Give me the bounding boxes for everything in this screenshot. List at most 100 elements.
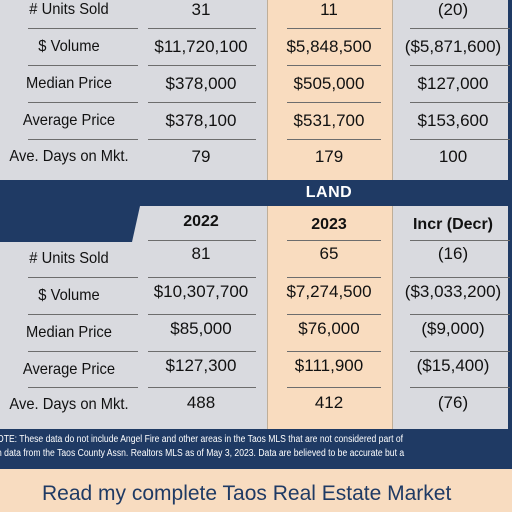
value-2022: $378,000 [165, 74, 237, 93]
row-divider [28, 139, 138, 140]
value-2023: $5,848,500 [286, 37, 372, 56]
value-2023: $505,000 [293, 74, 365, 93]
row-divider [287, 240, 381, 241]
value-2022: 79 [191, 147, 211, 166]
row-label: # Units Sold [29, 250, 109, 267]
row-divider [287, 314, 381, 315]
row-divider [410, 351, 510, 352]
row-divider [148, 351, 256, 352]
row-divider [28, 277, 138, 278]
table-row: Median Price $85,000 $76,000 ($9,000) [0, 315, 512, 351]
row-divider [148, 240, 256, 241]
table-row: # Units Sold 31 11 (20) [0, 0, 512, 28]
land-header-row: 2022 2023 Incr (Decr) [0, 204, 512, 240]
row-divider [410, 65, 510, 66]
header-tab-shape [0, 206, 140, 242]
row-divider [410, 387, 510, 388]
value-2023: $111,900 [294, 356, 364, 375]
footer-banner: Read my complete Taos Real Estate Market [0, 469, 512, 512]
column-header-change: Incr (Decr) [412, 216, 494, 233]
value-2022: $10,307,700 [153, 282, 249, 301]
value-2022: 31 [191, 0, 211, 19]
value-change: ($9,000) [421, 319, 485, 338]
value-change: (20) [437, 0, 469, 19]
value-2023: 412 [314, 393, 344, 412]
disclaimer-note: OTE: These data do not include Angel Fir… [0, 429, 512, 469]
row-label: Ave. Days on Mkt. [9, 148, 129, 165]
row-label: $ Volume [38, 287, 100, 304]
value-2022: $127,300 [165, 356, 237, 375]
value-2022: $11,720,100 [154, 37, 248, 56]
row-divider [28, 387, 138, 388]
row-divider [410, 277, 510, 278]
row-divider [28, 28, 138, 29]
value-2023: $531,700 [293, 111, 365, 130]
row-divider [410, 314, 510, 315]
table-row: Ave. Days on Mkt. 79 179 100 [0, 139, 512, 175]
value-2022: $378,100 [165, 111, 237, 130]
note-line-1: OTE: These data do not include Angel Fir… [0, 434, 404, 445]
value-2022: 488 [186, 393, 216, 412]
row-divider [287, 102, 381, 103]
row-divider [410, 28, 510, 29]
row-divider [410, 240, 510, 241]
row-label: Average Price [22, 112, 116, 129]
value-change: (16) [437, 244, 469, 263]
value-change: $153,600 [417, 111, 489, 130]
table-row: Ave. Days on Mkt. 488 412 (76) [0, 387, 512, 423]
land-section-band: LAND [0, 180, 512, 206]
right-edge-rail [508, 206, 512, 429]
value-2023: $76,000 [298, 319, 360, 338]
value-change: $127,000 [417, 74, 489, 93]
value-change: ($15,400) [416, 356, 490, 375]
row-divider [148, 314, 256, 315]
row-label: # Units Sold [29, 1, 109, 18]
row-divider [148, 28, 256, 29]
highlight-column-2023 [267, 0, 393, 429]
row-divider [148, 387, 256, 388]
row-label: Median Price [26, 75, 112, 92]
read-report-link[interactable]: Read my complete Taos Real Estate Market [42, 482, 452, 505]
row-divider [148, 65, 256, 66]
land-section-title: LAND [305, 184, 353, 201]
table-row: Average Price $127,300 $111,900 ($15,400… [0, 352, 512, 388]
note-line-2: n data from the Taos County Assn. Realto… [0, 448, 405, 459]
value-change: (76) [437, 393, 469, 412]
right-edge-rail [508, 0, 512, 180]
row-divider [287, 387, 381, 388]
table-row: $ Volume $10,307,700 $7,274,500 ($3,033,… [0, 278, 512, 314]
row-label: $ Volume [38, 38, 100, 55]
row-label: Median Price [26, 324, 112, 341]
value-change: ($5,871,600) [404, 37, 502, 56]
table-row: # Units Sold 81 65 (16) [0, 241, 512, 277]
table-row: Median Price $378,000 $505,000 $127,000 [0, 66, 512, 102]
row-divider [148, 277, 256, 278]
table-row: $ Volume $11,720,100 $5,848,500 ($5,871,… [0, 29, 512, 65]
row-label: Ave. Days on Mkt. [9, 396, 129, 413]
column-header-2023: 2023 [311, 216, 347, 233]
row-divider [28, 102, 138, 103]
row-divider [148, 139, 256, 140]
value-2023: 179 [314, 147, 344, 166]
column-header-2022: 2022 [183, 213, 219, 230]
value-change: 100 [438, 147, 468, 166]
row-divider [287, 277, 381, 278]
row-divider [287, 28, 381, 29]
row-divider [287, 351, 381, 352]
value-2023: 65 [319, 244, 339, 263]
row-divider [287, 65, 381, 66]
row-divider [410, 102, 510, 103]
row-divider [410, 139, 510, 140]
value-2022: $85,000 [170, 319, 232, 338]
row-divider [28, 314, 138, 315]
value-2023: 11 [320, 0, 338, 19]
value-change: ($3,033,200) [404, 282, 502, 301]
row-label: Average Price [22, 361, 116, 378]
value-2022: 81 [191, 244, 211, 263]
value-2023: $7,274,500 [286, 282, 372, 301]
row-divider [28, 65, 138, 66]
row-divider [287, 139, 381, 140]
row-divider [28, 351, 138, 352]
row-divider [148, 102, 256, 103]
table-row: Average Price $378,100 $531,700 $153,600 [0, 103, 512, 139]
